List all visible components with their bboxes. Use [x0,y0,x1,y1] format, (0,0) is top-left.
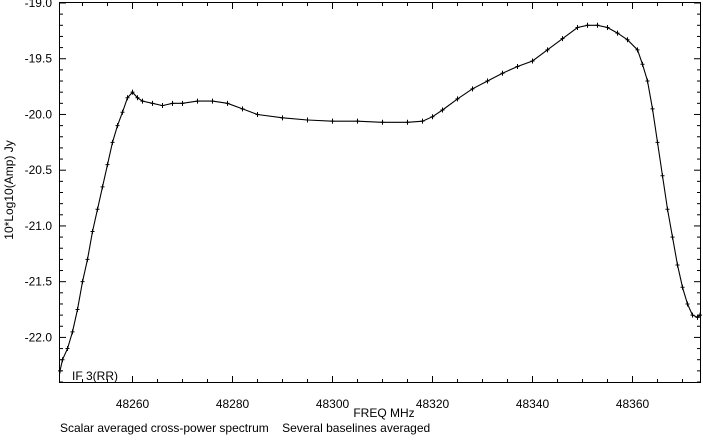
data-point [645,78,650,84]
data-point [605,25,610,31]
plot-footer: Scalar averaged cross-power spectrum Sev… [60,421,431,435]
data-point [170,100,175,106]
data-point [130,89,135,95]
x-tick-label: 48320 [416,397,450,411]
data-point [305,117,310,123]
data-point [75,307,80,313]
spectrum-line [59,24,701,372]
x-axis-ticks: 48260 48280 48300 48320 48340 48360 [82,3,683,411]
y-tick-label: -21.5 [25,275,53,289]
data-point [485,78,490,84]
x-tick-label: 48280 [216,397,250,411]
data-point [595,22,600,28]
data-point [150,100,155,106]
data-point [430,114,435,120]
polarization-annotation: IF 3(RR) [72,369,118,383]
plot-frame [59,2,701,383]
data-point [625,37,630,43]
data-point [195,98,200,104]
data-point [70,329,75,335]
data-point [380,119,385,125]
data-point [140,98,145,104]
y-tick-label: -22.0 [25,330,53,344]
x-tick-label: 48260 [116,397,150,411]
y-axis-ticks: -19.0 -19.5 -20.0 -20.5 -21.0 -21.5 -22.0 [25,0,700,383]
data-point [655,139,660,145]
data-point [545,47,550,53]
data-point [110,139,115,145]
data-point [690,312,695,318]
data-point [615,30,620,36]
data-point [95,206,100,212]
data-point [640,61,645,67]
data-point [455,96,460,102]
y-tick-label: -20.5 [25,163,53,177]
data-point [125,95,130,101]
data-point [695,314,700,320]
data-point [575,25,580,31]
data-point [675,262,680,268]
x-tick-label: 48340 [516,397,550,411]
data-point [500,70,505,76]
data-point [255,111,260,117]
data-point [280,115,285,121]
data-point [210,98,215,104]
data-point [330,118,335,124]
data-point [680,284,685,290]
data-point [560,36,565,42]
data-point [100,184,105,190]
data-point [585,22,590,28]
data-point [225,100,230,106]
data-point [470,86,475,92]
data-point [160,103,165,109]
data-point [650,106,655,112]
y-tick-label: -20.0 [25,107,53,121]
data-point [515,64,520,70]
data-point [355,118,360,124]
data-point [670,234,675,240]
data-point [90,229,95,235]
data-point [635,47,640,53]
y-tick-label: -19.0 [25,0,53,10]
y-axis-label: 10*Log10(Amp) Jy [2,140,16,239]
data-point [660,173,665,179]
data-point [180,100,185,106]
spectrum-series [58,22,702,374]
data-point [530,58,535,64]
data-point [135,95,140,101]
x-tick-label: 48300 [316,397,350,411]
data-point [405,119,410,125]
data-point [685,301,690,307]
data-point [240,106,245,112]
data-point [115,123,120,129]
data-point [420,118,425,124]
data-point [440,107,445,113]
x-tick-label: 48360 [616,397,650,411]
data-point [120,109,125,115]
x-axis-label: FREQ MHz [353,406,414,420]
data-point [665,206,670,212]
data-point [65,346,70,352]
y-tick-label: -19.5 [25,52,53,66]
data-point [80,279,85,285]
data-point [85,256,90,262]
data-point [105,162,110,168]
y-tick-label: -21.0 [25,219,53,233]
